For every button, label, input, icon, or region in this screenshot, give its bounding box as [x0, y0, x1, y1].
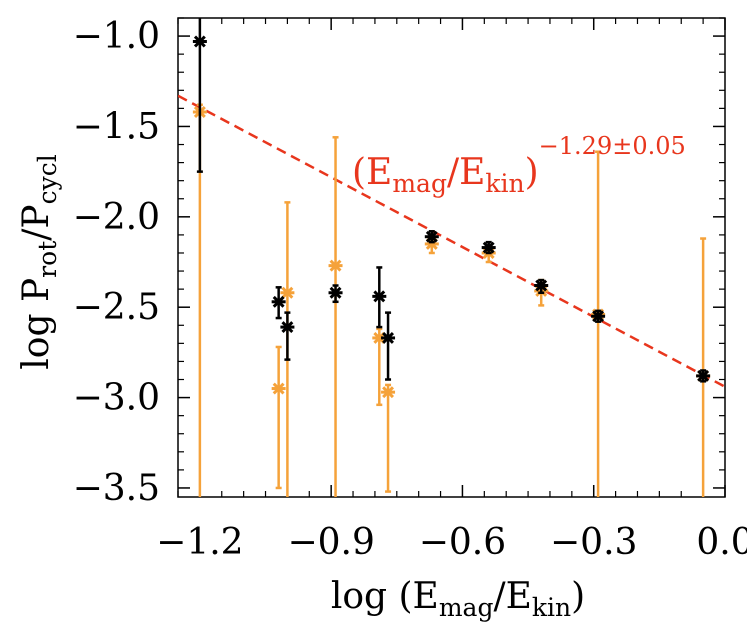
y-tick-label: −2.5: [73, 287, 160, 328]
star-stroke: [272, 382, 285, 395]
x-tick-label: 0.0: [696, 522, 747, 563]
x-tick-label: −0.6: [419, 522, 506, 563]
data-point: [534, 279, 549, 292]
data-point: [696, 369, 711, 382]
fit-label: (Emag/Ekin)−1.29±0.05: [352, 132, 686, 198]
y-tick-label: −1.5: [73, 106, 160, 147]
star-stroke: [425, 230, 438, 243]
plot-layer: −1.2 −0.9 −0.6 −0.3 0.0 −1.0 −1.5 −2.0 −2.5 −3.0 −…: [73, 16, 747, 563]
data-point: [280, 286, 295, 299]
star-stroke: [329, 259, 342, 272]
star-stroke: [329, 286, 342, 299]
data-point: [591, 310, 606, 323]
star-stroke: [382, 386, 395, 399]
star-stroke: [373, 331, 386, 344]
y-tick-label: −3.0: [73, 378, 160, 419]
data-point: [280, 321, 295, 334]
plot-data: [178, 18, 725, 497]
data-point: [381, 331, 396, 344]
data-point: [271, 295, 286, 308]
y-tick-label: −2.0: [73, 197, 160, 238]
data-point: [481, 241, 496, 254]
fit-line: [178, 94, 725, 388]
data-point: [328, 286, 343, 299]
x-axis-label: log (Emag/Ekin): [331, 576, 585, 622]
star-stroke: [373, 290, 386, 303]
data-point: [381, 386, 396, 399]
star-stroke: [382, 331, 395, 344]
star-stroke: [281, 286, 294, 299]
star-stroke: [592, 310, 605, 323]
star-stroke: [535, 279, 548, 292]
y-tick-label: −3.5: [73, 468, 160, 509]
star-stroke: [697, 369, 710, 382]
data-point: [192, 35, 207, 48]
data-point: [271, 382, 286, 395]
plot-frame: [177, 17, 726, 498]
star-stroke: [482, 241, 495, 254]
data-point: [328, 259, 343, 272]
data-point: [372, 290, 387, 303]
x-tick-label: −1.2: [156, 522, 243, 563]
data-point: [424, 230, 439, 243]
star-stroke: [281, 321, 294, 334]
star-stroke: [193, 35, 206, 48]
y-axis-label: log Prot/Pcycl: [16, 154, 62, 369]
x-tick-label: −0.3: [550, 522, 637, 563]
y-tick-label: −1.0: [73, 16, 160, 57]
x-tick-label: −0.9: [287, 522, 374, 563]
star-stroke: [272, 295, 285, 308]
